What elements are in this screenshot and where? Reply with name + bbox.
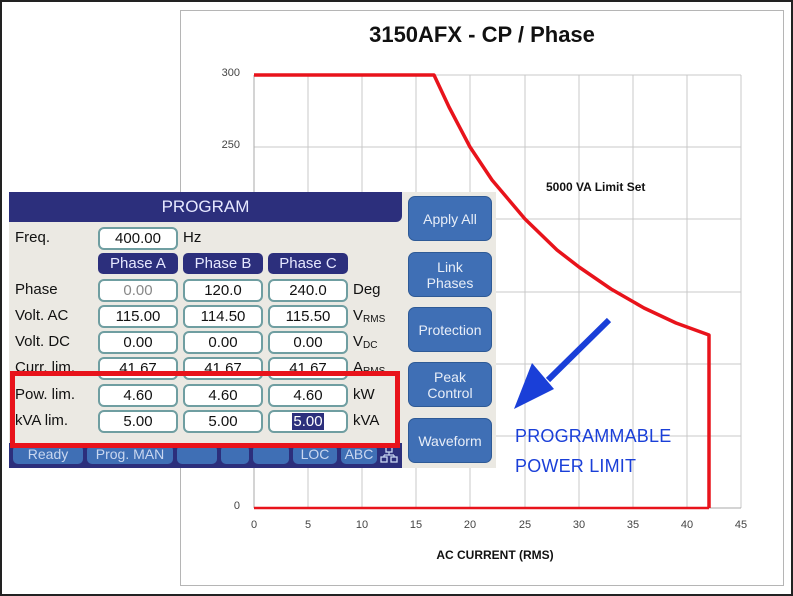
- phase-b-angle-input[interactable]: 120.0: [183, 279, 263, 302]
- volt-dc-label: Volt. DC: [15, 333, 71, 350]
- phase-b-volt-ac-input[interactable]: 114.50: [183, 305, 263, 328]
- phase-c-kva-lim-input[interactable]: 5.00: [268, 410, 348, 433]
- status-slot-3[interactable]: [253, 445, 289, 464]
- highlight-box: [10, 371, 400, 448]
- x-tick: 0: [250, 519, 258, 531]
- x-tick: 10: [355, 519, 369, 531]
- phase-angle-label: Phase: [15, 281, 58, 298]
- phase-c-pow-lim-input[interactable]: 4.60: [268, 384, 348, 407]
- pow-lim-label: Pow. lim.: [15, 386, 76, 403]
- program-panel: PROGRAM Freq. 400.00 Hz Phase A Phase B …: [9, 192, 402, 468]
- waveform-button[interactable]: Waveform: [408, 418, 492, 463]
- status-slot-1[interactable]: [177, 445, 217, 464]
- status-slot-2[interactable]: [221, 445, 249, 464]
- y-tick-0: 0: [233, 500, 240, 512]
- x-tick: 35: [626, 519, 640, 531]
- freq-input[interactable]: 400.00: [98, 227, 178, 250]
- volt-ac-unit: VRMS: [353, 307, 386, 325]
- freq-unit: Hz: [183, 229, 202, 246]
- phase-c-header[interactable]: Phase C: [268, 253, 348, 274]
- program-header: PROGRAM: [9, 192, 402, 222]
- network-icon[interactable]: [380, 446, 398, 464]
- x-tick: 15: [409, 519, 423, 531]
- callout-line-1: PROGRAMMABLE: [515, 426, 672, 446]
- status-loc[interactable]: LOC: [293, 445, 337, 464]
- freq-label: Freq.: [15, 229, 51, 246]
- x-tick: 30: [572, 519, 586, 531]
- link-phases-button[interactable]: Link Phases: [408, 252, 492, 297]
- status-ready[interactable]: Ready: [13, 445, 83, 464]
- apply-all-button[interactable]: Apply All: [408, 196, 492, 241]
- phase-a-header[interactable]: Phase A: [98, 253, 178, 274]
- pow-lim-unit: kW: [353, 386, 375, 403]
- phase-c-volt-ac-input[interactable]: 115.50: [268, 305, 348, 328]
- phase-b-volt-dc-input[interactable]: 0.00: [183, 331, 263, 354]
- va-limit-curve: [254, 73, 711, 508]
- volt-ac-label: Volt. AC: [15, 307, 69, 324]
- phase-a-angle-input[interactable]: 0.00: [98, 279, 178, 302]
- va-limit-annotation: 5000 VA Limit Set: [546, 180, 646, 194]
- x-tick: 20: [463, 519, 477, 531]
- volt-dc-unit: VDC: [353, 333, 378, 351]
- x-axis-label: AC CURRENT (RMS): [436, 548, 554, 562]
- phase-a-pow-lim-input[interactable]: 4.60: [98, 384, 178, 407]
- peak-control-button[interactable]: Peak Control: [408, 362, 492, 407]
- protection-button[interactable]: Protection: [408, 307, 492, 352]
- side-button-column: Apply All Link Phases Protection Peak Cont…: [402, 192, 496, 468]
- status-abc[interactable]: ABC: [341, 445, 377, 464]
- y-tick-250: 250: [221, 139, 240, 151]
- x-tick: 40: [680, 519, 694, 531]
- selected-text: 5.00: [292, 413, 324, 430]
- kva-lim-unit: kVA: [353, 412, 380, 429]
- phase-b-header[interactable]: Phase B: [183, 253, 263, 274]
- kva-lim-label: kVA lim.: [15, 412, 69, 429]
- phase-c-volt-dc-input[interactable]: 0.00: [268, 331, 348, 354]
- phase-c-angle-input[interactable]: 240.0: [268, 279, 348, 302]
- phase-b-kva-lim-input[interactable]: 5.00: [183, 410, 263, 433]
- status-prog-mode[interactable]: Prog. MAN: [87, 445, 173, 464]
- x-tick: 5: [304, 519, 312, 531]
- x-tick: 45: [734, 519, 748, 531]
- phase-a-volt-ac-input[interactable]: 115.00: [98, 305, 178, 328]
- x-tick: 25: [518, 519, 532, 531]
- phase-b-pow-lim-input[interactable]: 4.60: [183, 384, 263, 407]
- y-tick-300: 300: [221, 67, 240, 79]
- phase-angle-unit: Deg: [353, 281, 381, 298]
- chart-title: 3150AFX - CP / Phase: [369, 22, 595, 47]
- callout-line-2: POWER LIMIT: [515, 456, 637, 476]
- phase-a-volt-dc-input[interactable]: 0.00: [98, 331, 178, 354]
- blue-arrow-icon: [514, 317, 612, 409]
- phase-a-kva-lim-input[interactable]: 5.00: [98, 410, 178, 433]
